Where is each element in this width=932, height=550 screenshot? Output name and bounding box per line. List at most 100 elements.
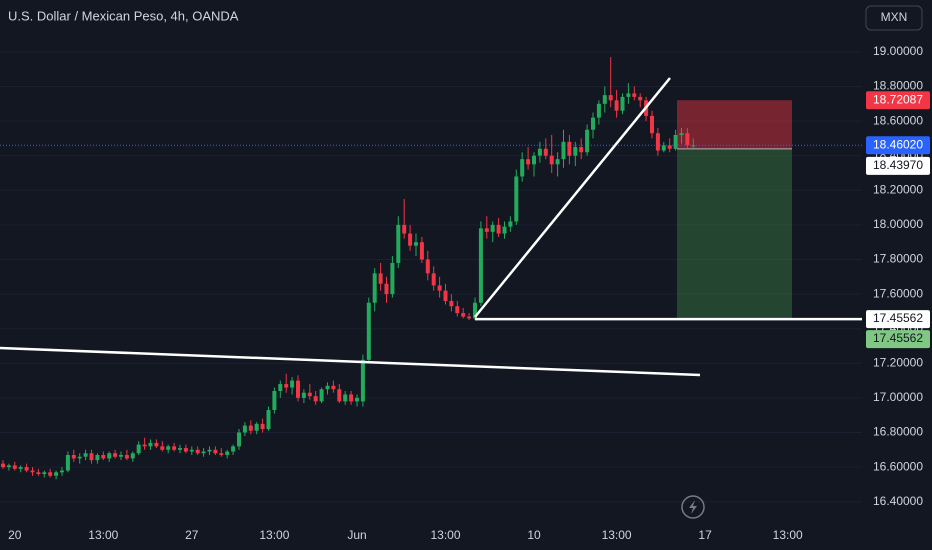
x-tick-label: 13:00 [602, 528, 632, 542]
candle-body [508, 221, 513, 227]
candle-body [396, 224, 401, 263]
candle-body [331, 385, 336, 390]
candle-body [254, 423, 259, 431]
candle-body [337, 389, 342, 402]
candle-body [136, 444, 141, 454]
candle-body [124, 454, 129, 459]
candle-body [667, 145, 672, 149]
candle-body [549, 155, 554, 165]
candle-body [596, 103, 601, 118]
y-tick-label: 17.80000 [873, 252, 923, 266]
candle-body [219, 453, 224, 455]
candle-body [490, 224, 495, 232]
candle-body [42, 472, 47, 475]
currency-button[interactable] [865, 5, 923, 31]
candle-body [65, 454, 70, 471]
candle-body [189, 449, 194, 452]
y-tick-label: 18.00000 [873, 217, 923, 231]
candle-body [655, 133, 660, 151]
price-label: 18.72087 [873, 92, 923, 106]
candle-body [195, 449, 200, 454]
price-label-bg [866, 136, 930, 155]
candle-body [567, 141, 572, 156]
candle-body [107, 453, 112, 459]
candle-body [614, 100, 619, 111]
candle-body [608, 95, 613, 101]
x-tick-label: 13:00 [259, 528, 289, 542]
price-label-bg [866, 330, 930, 349]
candle-body [48, 472, 53, 476]
candle-body [95, 454, 100, 461]
candle-body [461, 313, 466, 317]
candle-body [408, 233, 413, 246]
candle-body [178, 448, 182, 450]
candle-body [360, 359, 365, 402]
candle-body [130, 453, 135, 459]
candle-body [77, 456, 82, 459]
candle-body [284, 384, 289, 388]
candle-body [390, 262, 395, 295]
y-tick-label: 16.60000 [873, 459, 923, 473]
candle-body [71, 454, 76, 459]
candle-body [502, 226, 507, 234]
candle-body [561, 141, 566, 160]
y-tick-label: 18.20000 [873, 182, 923, 196]
candle-body [425, 259, 430, 274]
candle-body [585, 129, 590, 153]
candle-body [555, 159, 560, 165]
candle-body [620, 96, 625, 111]
candle-body [384, 283, 389, 295]
replay-icon[interactable] [681, 495, 705, 519]
currency-label: MXN [881, 10, 908, 24]
candle-body [691, 145, 696, 147]
candle-body [119, 454, 123, 457]
candle-body [290, 380, 295, 388]
price-label-bg [866, 91, 930, 110]
candle-body [591, 117, 595, 130]
x-tick-label: 20 [8, 528, 22, 542]
candle-body [260, 423, 265, 430]
candle-body [679, 133, 684, 135]
candle-body [650, 115, 654, 134]
candle-body [355, 397, 359, 402]
candle-body [266, 410, 271, 430]
candle-body [579, 147, 584, 153]
y-tick-label: 16.40000 [873, 494, 923, 508]
candle-body [514, 176, 519, 222]
y-tick-label: 17.60000 [873, 286, 923, 300]
candle-body [443, 290, 448, 302]
candle-body [638, 96, 643, 101]
candle-body [449, 301, 454, 307]
y-tick-label: 16.80000 [873, 425, 923, 439]
candle-body [431, 273, 436, 286]
candle-body [142, 444, 147, 447]
candle-body [402, 224, 407, 234]
price-label: 18.46020 [873, 137, 923, 151]
x-tick-label: Jun [347, 528, 366, 542]
candle-body [537, 148, 542, 156]
price-label-bg [866, 310, 930, 329]
candle-body [148, 442, 153, 447]
price-label: 17.45562 [873, 311, 923, 325]
candle-body [296, 380, 300, 398]
candle-body [478, 228, 483, 303]
candle-body [673, 134, 678, 149]
candle-body [36, 472, 41, 475]
candle-body [414, 242, 418, 246]
candle-body [231, 446, 236, 452]
candle-body [160, 446, 165, 450]
target-zone [677, 148, 792, 320]
x-tick-label: 13:00 [430, 528, 460, 542]
candle-body [237, 432, 241, 447]
y-tick-label: 19.00000 [873, 44, 923, 58]
candle-body [661, 145, 666, 151]
candle-body [366, 302, 371, 360]
candle-body [225, 451, 230, 455]
trend-line [474, 77, 671, 318]
candle-body [419, 242, 424, 260]
candle-body [1, 463, 5, 468]
candle-body [473, 302, 477, 319]
